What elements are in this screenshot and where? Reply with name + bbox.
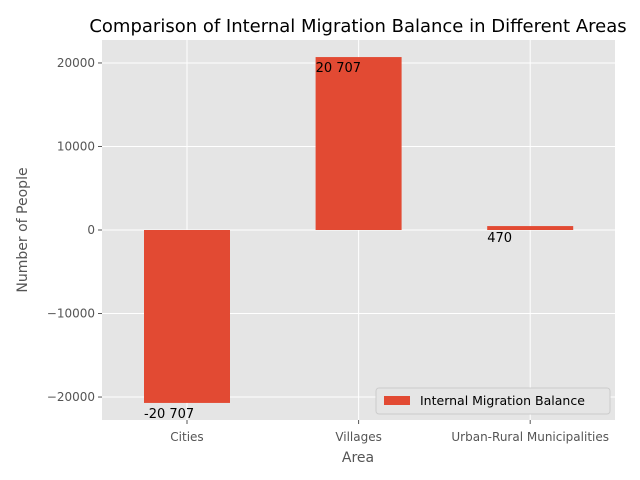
bar [144,230,230,403]
bar [315,57,402,231]
y-tick-label: 10000 [57,139,95,153]
y-axis-label: Number of People [15,167,31,292]
y-tick-label: 20000 [57,56,95,70]
x-axis-label: Area [342,450,374,466]
y-tick-label: −20000 [47,390,95,404]
y-axis-ticks: −20000 −10000 0 10000 20000 [47,56,102,404]
bar-value-label: -20 707 [144,407,194,422]
bar-value-label: 470 [487,231,512,246]
x-tick-label: Villages [335,430,382,444]
bar-value-label: 20 707 [316,61,362,76]
bar [487,226,574,230]
legend: Internal Migration Balance [375,387,611,415]
x-axis-ticks: Cities Villages Urban-Rural Municipalities [170,420,609,444]
legend-box [375,387,611,415]
x-tick-label: Cities [170,430,203,444]
legend-swatch [384,396,410,405]
y-tick-label: −10000 [47,307,95,321]
data-labels: -20 707 20 707 470 [144,61,512,422]
x-tick-label: Urban-Rural Municipalities [451,430,609,444]
chart-title: Comparison of Internal Migration Balance… [89,16,626,37]
bars [144,57,574,403]
y-tick-label: 0 [87,223,95,237]
legend-label: Internal Migration Balance [420,393,585,408]
